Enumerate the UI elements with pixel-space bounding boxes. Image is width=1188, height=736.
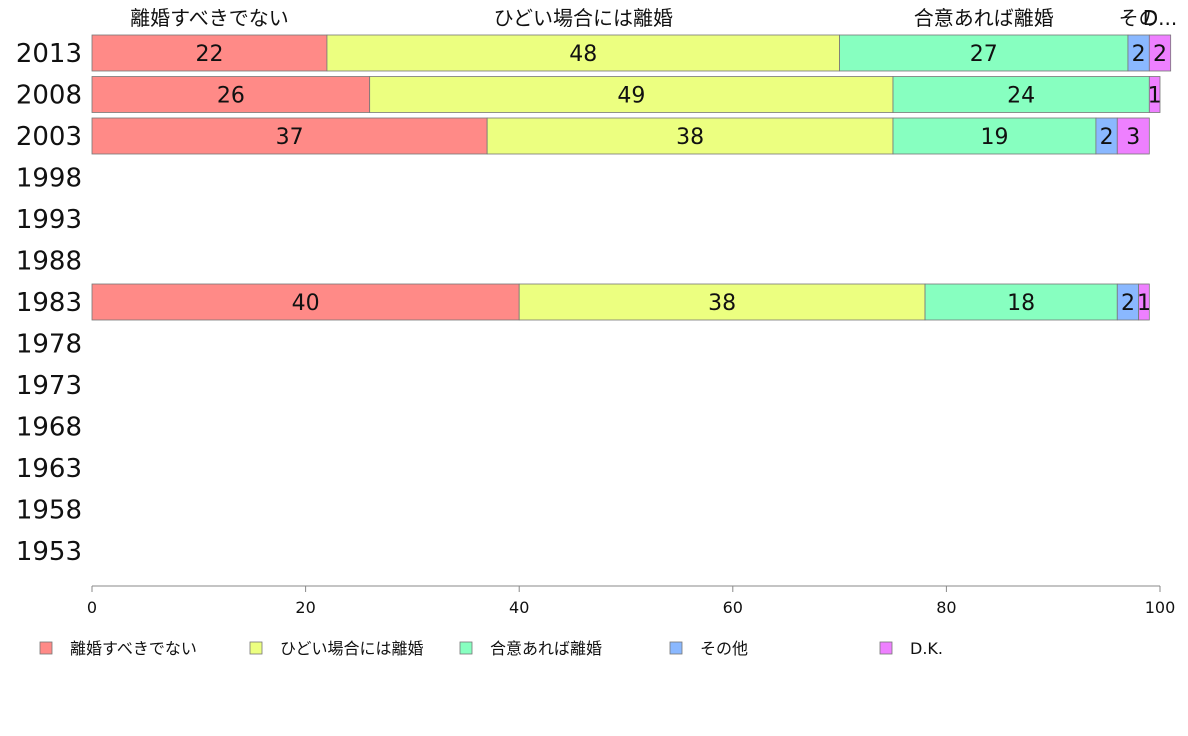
y-tick-label-1993: 1993 [16, 205, 82, 235]
data-label-2008-series-4: 1 [1148, 84, 1162, 109]
bar-1983-series-0 [91, 283, 520, 321]
y-tick-label-1988: 1988 [16, 247, 82, 277]
y-tick-label-1973: 1973 [16, 371, 82, 401]
bar-2003-series-1 [486, 117, 894, 155]
y-tick-label-2013: 2013 [16, 39, 82, 69]
data-label-2013-series-3: 2 [1132, 42, 1146, 67]
data-label-2003-series-0: 37 [276, 125, 304, 150]
bar-2013-series-1 [326, 34, 841, 72]
data-label-2013-series-2: 27 [970, 42, 998, 67]
legend-swatch-series-0 [39, 641, 53, 655]
x-tick-label-0: 0 [87, 598, 97, 617]
top-label-series-4: D... [1143, 6, 1177, 30]
bar-2003-series-0 [91, 117, 488, 155]
bar-2013-series-2 [839, 34, 1129, 72]
legend-label-series-1: ひどい場合には離婚 [280, 639, 424, 658]
bar-2003-series-2 [892, 117, 1097, 155]
bar-2008-series-2 [892, 76, 1150, 113]
data-label-2008-series-2: 24 [1007, 84, 1035, 109]
x-tick-label-40: 40 [509, 598, 529, 617]
data-label-1983-series-3: 2 [1121, 291, 1135, 316]
data-label-2003-series-4: 3 [1126, 125, 1140, 150]
data-label-2013-series-4: 2 [1153, 42, 1167, 67]
bar-2008-series-4 [1148, 76, 1161, 113]
x-tick-label-80: 80 [936, 598, 956, 617]
top-label-series-1: ひどい場合には離婚 [494, 6, 673, 30]
y-tick-label-1958: 1958 [16, 496, 82, 526]
y-axis-labels: 2013 2008 2003 1998 1993 1988 1983 1978 1973 1968… [16, 39, 82, 567]
legend-swatch-series-2 [459, 641, 473, 655]
y-tick-label-1963: 1963 [16, 454, 82, 484]
data-label-1983-series-4: 1 [1137, 291, 1151, 316]
legend-swatch-series-3 [669, 641, 683, 655]
bar-2013-series-0 [91, 34, 328, 72]
data-label-2008-series-0: 26 [217, 84, 245, 109]
top-label-series-0: 離婚すべきでない [130, 6, 289, 30]
data-label-1983-series-0: 40 [292, 291, 320, 316]
bar-2003-series-4 [1116, 117, 1150, 155]
legend-swatch-series-1 [249, 641, 263, 655]
legend-swatch-series-4 [879, 641, 893, 655]
x-axis: 0 20 40 60 80 100 [87, 585, 1176, 617]
legend: 離婚すべきでない ひどい場合には離婚 合意あれば離婚 その他 D.K. [39, 639, 943, 658]
legend-label-series-0: 離婚すべきでない [70, 639, 197, 658]
x-tick-label-20: 20 [295, 598, 315, 617]
bar-2013-series-4 [1148, 34, 1172, 72]
legend-label-series-3: その他 [700, 639, 748, 658]
y-tick-label-1953: 1953 [16, 537, 82, 567]
data-label-2003-series-1: 38 [676, 125, 704, 150]
bar-1983-series-4 [1138, 283, 1150, 321]
x-tick-label-60: 60 [723, 598, 743, 617]
y-tick-label-2008: 2008 [16, 81, 82, 111]
top-label-series-3: その [1119, 6, 1159, 30]
bar-area: 22 48 27 2 226 49 24 137 38 19 2 340 38 18 2 1 [91, 34, 1172, 321]
y-tick-label-1968: 1968 [16, 413, 82, 443]
y-tick-label-1998: 1998 [16, 164, 82, 194]
data-label-2013-series-1: 48 [569, 42, 597, 67]
bar-2008-series-0 [91, 76, 371, 113]
data-label-1983-series-1: 38 [708, 291, 736, 316]
data-label-2003-series-3: 2 [1100, 125, 1114, 150]
data-label-2013-series-0: 22 [195, 42, 223, 67]
top-segment-labels: 離婚すべきでない ひどい場合には離婚 合意あれば離婚 そのD... [130, 6, 1177, 30]
x-tick-label-100: 100 [1145, 598, 1176, 617]
y-tick-label-2003: 2003 [16, 122, 82, 152]
y-tick-label-1983: 1983 [16, 288, 82, 318]
data-label-1983-series-2: 18 [1007, 291, 1035, 316]
y-tick-label-1978: 1978 [16, 330, 82, 360]
bar-1983-series-2 [924, 283, 1118, 321]
legend-label-series-2: 合意あれば離婚 [490, 639, 602, 658]
top-label-series-2: 合意あれば離婚 [914, 6, 1054, 30]
data-label-2008-series-1: 49 [617, 84, 645, 109]
bar-2008-series-1 [369, 76, 894, 113]
data-label-2003-series-2: 19 [980, 125, 1008, 150]
legend-label-series-4: D.K. [910, 639, 943, 658]
bar-1983-series-1 [518, 283, 926, 321]
